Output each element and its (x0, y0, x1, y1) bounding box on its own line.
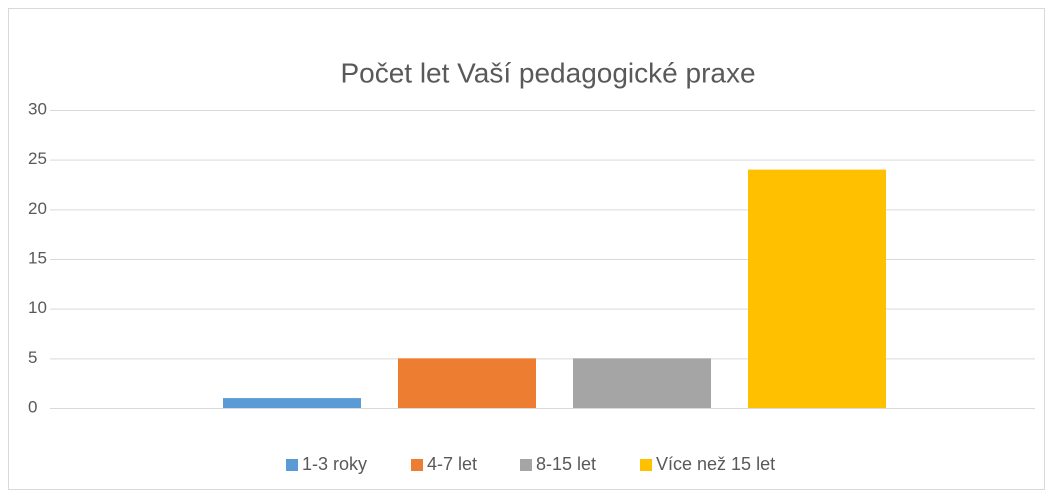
chart-title: Počet let Vaší pedagogické praxe (340, 57, 755, 88)
legend-label: 4-7 let (427, 454, 477, 474)
legend-swatch (640, 459, 652, 471)
y-tick-label: 20 (28, 199, 47, 218)
bar (573, 358, 711, 408)
y-tick-label: 15 (28, 248, 47, 267)
y-tick-label: 5 (28, 348, 37, 367)
legend-swatch (286, 459, 298, 471)
legend-swatch (520, 459, 532, 471)
y-tick-label: 0 (28, 397, 37, 416)
bar (398, 358, 536, 408)
legend-swatch (411, 459, 423, 471)
y-tick-label: 10 (28, 298, 47, 317)
legend-label: 8-15 let (536, 454, 596, 474)
bar (748, 169, 886, 408)
legend-label: 1-3 roky (302, 454, 367, 474)
y-tick-label: 25 (28, 149, 47, 168)
y-tick-label: 30 (28, 99, 47, 118)
bar (223, 398, 361, 408)
legend-label: Více než 15 let (656, 454, 775, 474)
